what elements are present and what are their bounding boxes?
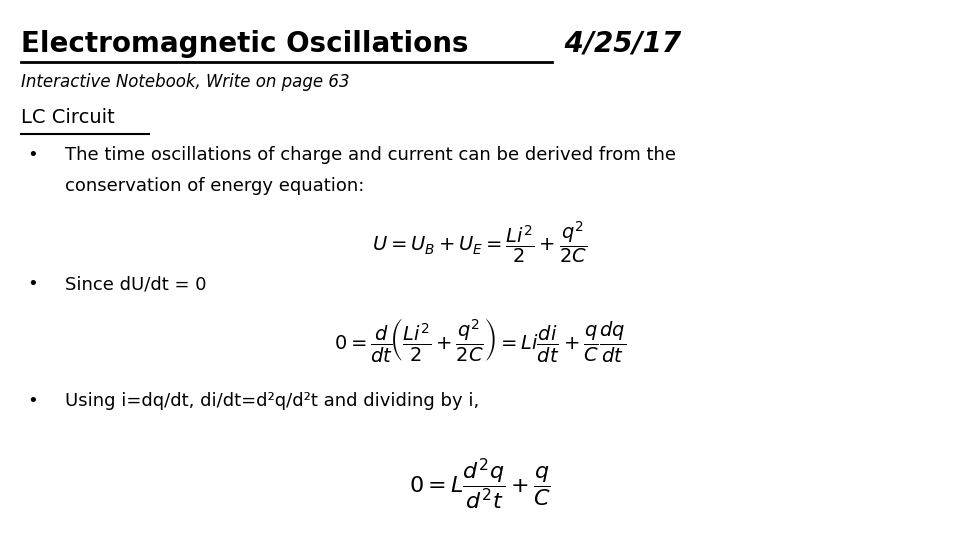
Text: $U = U_B + U_E = \dfrac{Li^2}{2} + \dfrac{q^2}{2C}$: $U = U_B + U_E = \dfrac{Li^2}{2} + \dfra… — [372, 219, 588, 265]
Text: •: • — [27, 392, 37, 409]
Text: Since dU/dt = 0: Since dU/dt = 0 — [65, 275, 206, 293]
Text: Interactive Notebook, Write on page 63: Interactive Notebook, Write on page 63 — [21, 73, 349, 91]
Text: $0 = \dfrac{d}{dt}\!\left(\dfrac{Li^2}{2} + \dfrac{q^2}{2C}\right) = Li\dfrac{di: $0 = \dfrac{d}{dt}\!\left(\dfrac{Li^2}{2… — [334, 316, 626, 364]
Text: $0 = L\dfrac{d^2q}{d^2t} + \dfrac{q}{C}$: $0 = L\dfrac{d^2q}{d^2t} + \dfrac{q}{C}$ — [409, 456, 551, 512]
Text: Electromagnetic Oscillations: Electromagnetic Oscillations — [21, 30, 468, 58]
Text: •: • — [27, 275, 37, 293]
Text: LC Circuit: LC Circuit — [21, 108, 115, 127]
Text: Using i=dq/dt, di/dt=d²q/d²t and dividing by i,: Using i=dq/dt, di/dt=d²q/d²t and dividin… — [65, 392, 480, 409]
Text: conservation of energy equation:: conservation of energy equation: — [65, 177, 365, 195]
Text: •: • — [27, 146, 37, 164]
Text: The time oscillations of charge and current can be derived from the: The time oscillations of charge and curr… — [65, 146, 676, 164]
Text: 4/25/17: 4/25/17 — [555, 30, 681, 58]
